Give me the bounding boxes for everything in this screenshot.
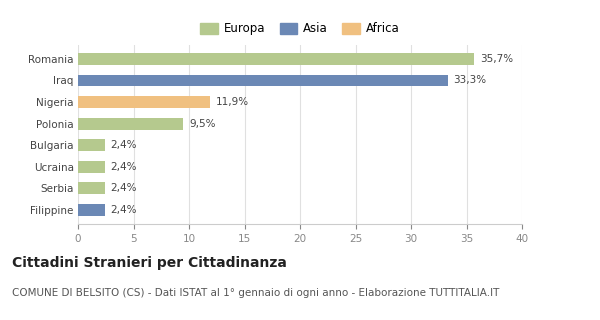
Text: 2,4%: 2,4% (110, 140, 137, 150)
Legend: Europa, Asia, Africa: Europa, Asia, Africa (200, 22, 400, 35)
Text: 11,9%: 11,9% (215, 97, 249, 107)
Text: 33,3%: 33,3% (453, 76, 487, 85)
Bar (78, 139, 104, 151)
Bar (78, 118, 184, 130)
Bar (78, 204, 104, 216)
Bar (78, 96, 210, 108)
Text: 2,4%: 2,4% (110, 183, 137, 193)
Text: 2,4%: 2,4% (110, 205, 137, 215)
Text: 9,5%: 9,5% (189, 119, 215, 129)
Text: Cittadini Stranieri per Cittadinanza: Cittadini Stranieri per Cittadinanza (12, 256, 287, 270)
Text: 35,7%: 35,7% (480, 54, 513, 64)
Bar (78, 75, 448, 86)
Bar (78, 53, 474, 65)
Text: COMUNE DI BELSITO (CS) - Dati ISTAT al 1° gennaio di ogni anno - Elaborazione TU: COMUNE DI BELSITO (CS) - Dati ISTAT al 1… (12, 288, 499, 298)
Bar (78, 161, 104, 173)
Text: 2,4%: 2,4% (110, 162, 137, 172)
Bar (78, 182, 104, 194)
